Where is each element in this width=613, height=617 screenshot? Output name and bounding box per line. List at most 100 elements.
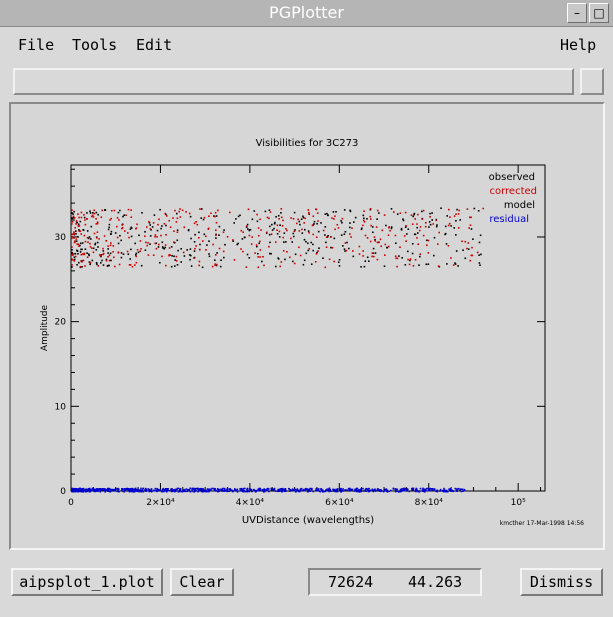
clear-button[interactable]: Clear [170,568,234,596]
point-corrected [229,211,231,214]
point-observed [73,216,75,219]
point-residual [308,489,310,491]
menu-tools[interactable]: Tools [72,36,118,54]
point-residual [378,489,380,491]
plot-file-button[interactable]: aipsplot_1.plot [11,568,163,596]
point-residual [87,488,90,490]
point-residual [412,489,415,491]
point-corrected [290,217,292,219]
point-observed [100,262,102,264]
point-observed [71,212,73,215]
point-residual [99,489,102,491]
point-corrected [218,247,221,250]
point-observed [396,213,399,215]
point-corrected [78,225,81,227]
point-observed [446,263,448,265]
point-corrected [279,265,281,268]
point-residual [448,488,450,490]
point-observed [104,209,106,211]
dismiss-button[interactable]: Dismiss [520,568,603,596]
point-corrected [299,254,302,257]
plot-canvas[interactable]: Visibilities for 3C273 0 2×10⁴ 4×10⁴ 6×10⁴ 8… [9,102,605,550]
point-corrected [256,213,258,216]
point-corrected [394,255,397,257]
point-observed [411,243,414,245]
point-corrected [82,259,85,262]
point-residual [171,489,173,492]
point-residual [259,488,262,490]
point-corrected [388,227,390,229]
point-corrected [216,263,218,266]
point-residual [270,488,273,491]
point-observed [83,216,86,219]
point-residual [291,488,294,491]
point-corrected [388,245,390,248]
menu-help[interactable]: Help [560,36,597,54]
point-corrected [482,207,484,210]
point-corrected [373,236,376,238]
point-corrected [75,223,77,225]
point-observed [302,263,305,266]
point-observed [100,255,102,258]
minimize-button[interactable]: – [567,3,587,23]
point-residual [208,490,210,493]
point-corrected [315,208,318,211]
point-observed [318,247,320,249]
point-corrected [255,244,258,246]
point-corrected [83,214,85,216]
point-observed [130,227,133,229]
point-corrected [149,228,152,230]
point-observed [224,243,226,246]
point-corrected [131,265,134,268]
point-observed [79,251,82,253]
point-observed [305,252,308,255]
point-residual [71,487,73,490]
point-residual [403,489,405,491]
point-residual [323,490,325,493]
point-residual [163,488,166,491]
point-residual [127,488,130,490]
menu-edit[interactable]: Edit [136,36,173,54]
point-residual [257,489,259,492]
point-corrected [258,234,260,237]
point-corrected [250,243,253,245]
point-residual [385,488,388,490]
point-corrected [281,225,284,227]
point-observed [416,226,418,229]
point-residual [341,489,343,492]
point-corrected [175,260,178,262]
point-observed [75,233,77,235]
point-corrected [109,244,112,247]
point-corrected [139,250,141,252]
point-residual [167,488,169,490]
point-corrected [424,225,427,228]
point-residual [326,489,328,492]
point-observed [455,250,458,252]
legend: observed corrected model residual [489,172,537,225]
point-residual [324,490,327,493]
point-corrected [435,219,437,222]
point-residual [335,489,337,492]
menu-file[interactable]: File [18,36,55,54]
point-observed [173,255,175,258]
point-observed [237,215,240,218]
point-residual [163,490,166,492]
point-observed [235,218,237,220]
point-residual [71,490,73,493]
point-residual [171,488,173,490]
point-residual [311,488,313,491]
point-observed [426,239,428,242]
point-residual [136,490,138,493]
point-observed [304,228,306,231]
point-corrected [107,245,109,247]
point-observed [372,247,375,250]
point-observed [97,246,99,248]
point-residual [396,490,399,492]
point-residual [108,490,111,493]
point-observed [149,224,151,226]
point-observed [189,248,192,250]
maximize-button[interactable]: □ [589,3,609,23]
command-entry[interactable] [13,68,574,95]
point-corrected [233,259,236,261]
point-corrected [121,227,123,230]
